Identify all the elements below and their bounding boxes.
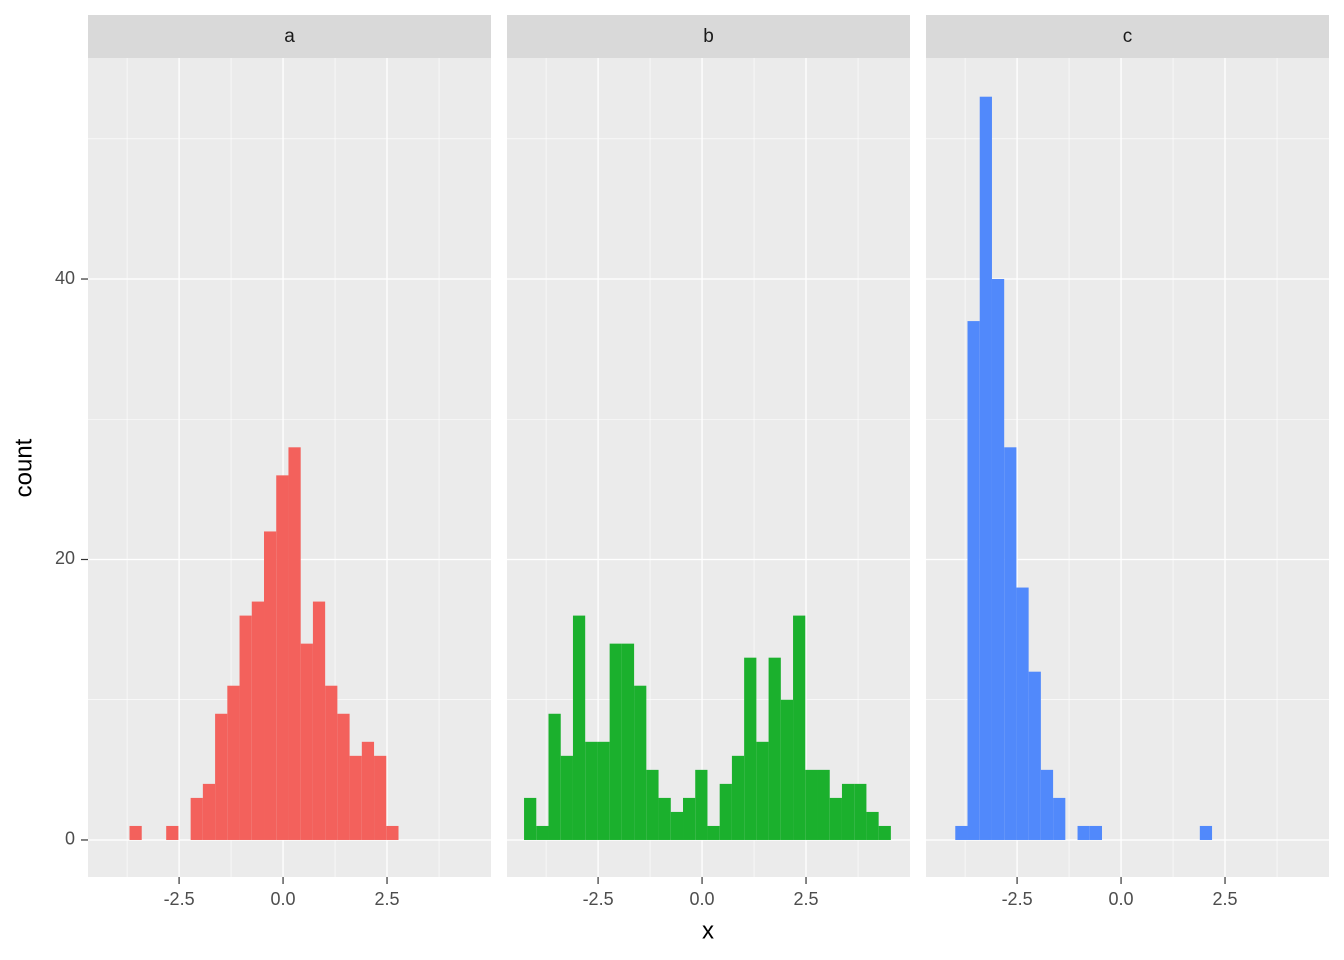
bar [227,685,240,840]
bar [731,755,745,840]
bar [202,783,216,840]
bar [609,643,622,840]
bar [878,825,891,840]
bar [967,321,980,840]
bar [264,531,277,840]
bar [276,475,289,840]
bar [524,797,537,840]
x-axis-title: x [702,917,714,944]
bar [695,769,708,840]
bar [646,769,659,840]
y-tick-label: 20 [55,548,75,568]
panel-background [507,58,910,877]
bar [572,615,586,840]
bar [251,601,265,840]
bar [805,769,818,840]
bar [361,741,375,840]
bar [1016,587,1029,840]
x-tick-label: 0.0 [271,889,296,909]
bar [979,96,992,840]
x-tick-label: 0.0 [690,889,715,909]
x-tick-label: 2.5 [794,889,819,909]
bar [536,825,549,840]
bar [683,797,696,840]
bar [658,797,671,840]
strip-label: a [284,26,295,47]
bar [841,783,855,840]
bar [374,755,387,840]
bar [239,615,252,840]
bar [300,643,313,840]
strip-background [88,15,491,58]
bar [288,447,301,840]
bar [312,601,326,840]
bar [866,811,879,840]
bar [756,741,769,840]
y-axis-title: count [10,438,37,497]
bar [829,797,842,840]
bar [386,825,399,840]
bar [1053,797,1066,840]
y-tick-label: 40 [55,268,75,288]
bar [560,755,573,840]
bar [744,657,757,840]
strip-background [507,15,910,58]
y-tick-label: 0 [65,829,75,849]
bar [166,825,179,840]
bar [854,783,867,840]
bar [719,783,732,840]
bar [1077,825,1090,840]
bar [1199,825,1213,840]
bar [817,769,830,840]
strip-background [926,15,1329,58]
x-tick-label: 2.5 [375,889,400,909]
bar [621,643,635,840]
strip-label: c [1123,26,1133,47]
bar [780,699,794,840]
bar [707,825,720,840]
bar [585,741,598,840]
bar [548,713,561,840]
bar [768,657,781,840]
x-tick-label: -2.5 [164,889,195,909]
bar [634,685,647,840]
bar [1089,825,1103,840]
x-tick-label: 0.0 [1109,889,1134,909]
strip-label: b [703,26,714,47]
bar [1040,769,1054,840]
bar [215,713,228,840]
bar [349,755,362,840]
bar [793,615,806,840]
bar [991,279,1005,840]
bar [190,797,203,840]
x-tick-label: -2.5 [583,889,614,909]
bar [597,741,610,840]
x-tick-label: -2.5 [1002,889,1033,909]
bar [1004,447,1017,840]
bar [1028,671,1041,840]
bar [337,713,350,840]
bar [670,811,684,840]
bar [129,825,142,840]
bar [325,685,338,840]
bar [955,825,968,840]
x-tick-label: 2.5 [1213,889,1238,909]
